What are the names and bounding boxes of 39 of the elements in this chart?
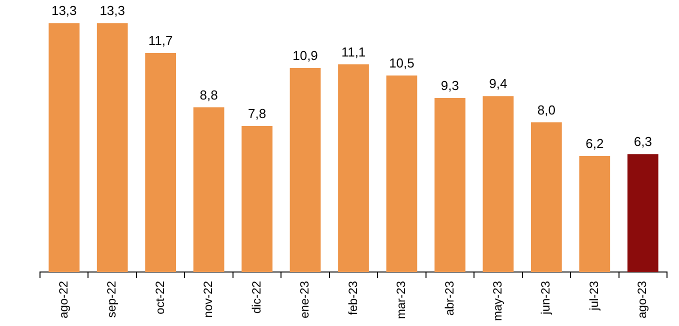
bar xyxy=(627,154,658,272)
data-label: 9,3 xyxy=(440,78,459,94)
bar xyxy=(434,98,466,272)
bar xyxy=(482,96,514,272)
bar xyxy=(96,23,128,272)
x-tick-label: ago-22 xyxy=(56,280,70,318)
x-tick-label: dic-22 xyxy=(249,280,264,314)
x-tick-label: nov-22 xyxy=(201,280,216,318)
x-tick-label: ago-23 xyxy=(635,280,650,318)
bar xyxy=(530,122,562,272)
x-tick-label: feb-23 xyxy=(346,280,360,316)
bar xyxy=(386,75,418,272)
data-label: 8,8 xyxy=(200,87,218,102)
bar xyxy=(242,126,272,272)
data-label: 9,4 xyxy=(489,76,508,92)
bar xyxy=(193,107,224,272)
bar xyxy=(338,64,369,272)
x-tick-label: oct-22 xyxy=(152,280,167,314)
bar xyxy=(579,156,610,272)
data-label: 13,3 xyxy=(51,3,77,18)
data-label: 10,5 xyxy=(389,56,414,71)
bar xyxy=(145,53,176,272)
bar xyxy=(48,23,80,272)
x-tick-label: abr-23 xyxy=(442,280,456,316)
data-label: 8,0 xyxy=(537,102,556,118)
data-label: 13,3 xyxy=(100,3,125,18)
x-tick-label: ene-23 xyxy=(298,280,312,318)
bar xyxy=(290,68,321,272)
x-tick-label: jul-23 xyxy=(586,280,601,312)
x-tick-label: sep-22 xyxy=(104,280,119,318)
data-label: 11,7 xyxy=(148,33,173,48)
data-label: 6,3 xyxy=(634,134,652,150)
x-tick-label: mar-23 xyxy=(394,280,408,319)
data-label: 7,8 xyxy=(248,106,266,122)
data-label: 11,1 xyxy=(341,44,366,60)
x-tick-label: may-23 xyxy=(490,280,505,321)
data-label: 6,2 xyxy=(586,136,604,152)
x-tick-label: jun-23 xyxy=(538,280,553,316)
data-label: 10,9 xyxy=(292,48,318,64)
